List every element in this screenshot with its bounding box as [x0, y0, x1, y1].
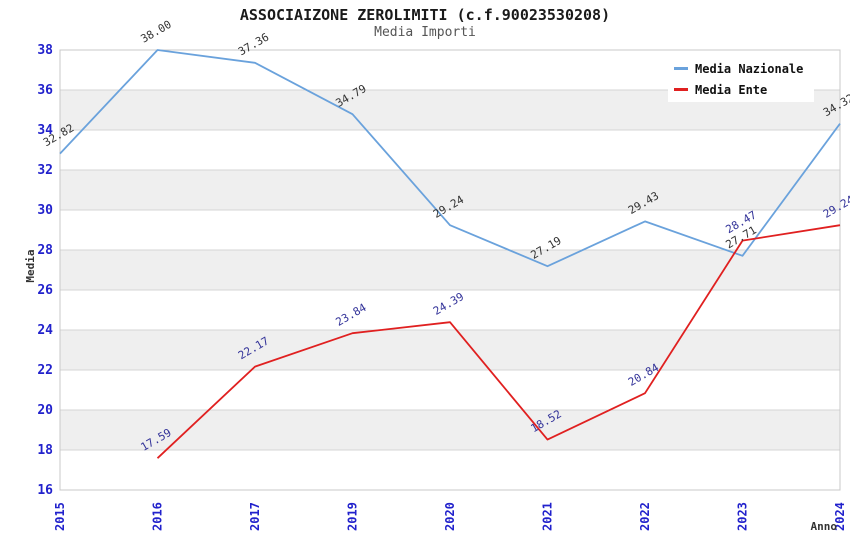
series-line-media-nazionale [59, 49, 841, 268]
x-tick-label: 2024 [833, 502, 847, 531]
x-tick-label: 2016 [151, 502, 165, 531]
y-tick-label: 36 [37, 83, 53, 98]
x-tick-label: 2017 [248, 502, 262, 531]
x-tick-label: 2019 [346, 502, 360, 531]
y-axis-title: Media [24, 249, 37, 282]
legend-line-marker-ente-icon [674, 88, 688, 91]
series-line-media-ente [156, 224, 841, 459]
x-tick-label: 2020 [443, 502, 457, 531]
y-tick-label: 38 [37, 43, 53, 58]
x-tick-label: 2015 [53, 502, 67, 531]
y-tick-label: 28 [37, 243, 53, 258]
legend-item-media-ente: Media Ente [674, 83, 814, 97]
plot-border [59, 49, 841, 491]
chart-subtitle: Media Importi [374, 25, 476, 40]
x-tick-label: 2022 [638, 502, 652, 531]
legend-label-media-ente: Media Ente [695, 82, 768, 97]
x-tick-label: 2021 [541, 502, 555, 531]
plot-band [60, 170, 840, 210]
y-tick-label: 20 [37, 403, 53, 418]
plot-band [60, 330, 840, 370]
y-tick-label: 24 [37, 323, 53, 338]
plot-band [60, 410, 840, 450]
chart-title: ASSOCIAIZONE ZEROLIMITI (c.f.90023530208… [239, 6, 611, 24]
x-tick-label: 2023 [736, 502, 750, 531]
plot-band [60, 250, 840, 290]
legend-line-marker-nazionale-icon [674, 67, 688, 70]
plot-band [60, 210, 840, 250]
y-tick-label: 34 [37, 123, 53, 138]
y-tick-label: 30 [37, 203, 53, 218]
chart-legend: Media Nazionale Media Ente [668, 56, 814, 102]
y-tick-label: 16 [37, 483, 53, 498]
x-axis-title: Anno [811, 520, 838, 533]
y-tick-label: 32 [37, 163, 53, 178]
legend-item-media-nazionale: Media Nazionale [674, 62, 814, 76]
y-tick-label: 22 [37, 363, 53, 378]
plot-band [60, 130, 840, 170]
y-tick-label: 18 [37, 443, 53, 458]
legend-label-media-nazionale: Media Nazionale [695, 61, 804, 76]
plot-band [60, 450, 840, 490]
data-point-label: 38.00 [139, 18, 174, 46]
y-tick-label: 26 [37, 283, 53, 298]
plot-band [60, 370, 840, 410]
